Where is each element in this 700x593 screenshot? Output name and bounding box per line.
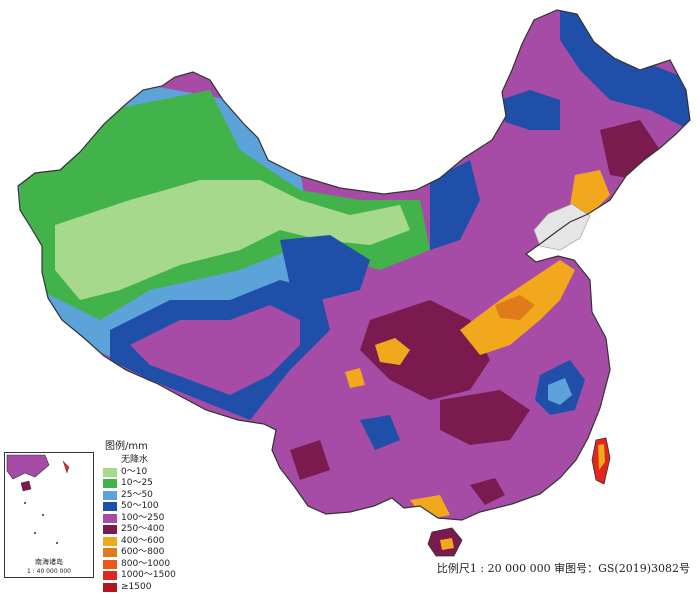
legend-row: ≥1500: [103, 582, 193, 593]
legend-label: 50～100: [121, 501, 159, 511]
legend-row: 无降水: [103, 455, 193, 466]
legend-label: 100～250: [121, 512, 165, 523]
legend-rows: 无降水 0～10 10～25 25～50 50～100 100～250 250～400 400…: [103, 455, 193, 593]
scale-text: 比例尺1 : 20 000 000: [436, 562, 551, 575]
legend-swatch: [103, 582, 117, 592]
legend-label: ≥1500: [121, 581, 152, 592]
legend-swatch: [103, 479, 117, 488]
legend-row: 800～1000: [103, 559, 193, 570]
legend-row: 250～400: [103, 524, 193, 535]
legend-row: 100～250: [103, 513, 193, 524]
legend-row: 400～600: [103, 536, 193, 547]
legend-label: 1000～1500: [121, 570, 176, 580]
legend-swatch: [103, 548, 117, 557]
legend-row: 10～25: [103, 478, 193, 489]
inset-scale: 1 : 40 000 000: [26, 568, 71, 575]
legend-label: 25～50: [121, 489, 153, 500]
legend-swatch: [103, 559, 117, 569]
legend-row: 1000～1500: [103, 570, 193, 581]
legend: 图例/mm 无降水 0～10 10～25 25～50 50～100 100～250 250～…: [103, 442, 193, 593]
legend-row: 50～100: [103, 501, 193, 512]
legend-label: 10～25: [121, 478, 153, 488]
legend-label: 250～400: [121, 524, 165, 534]
china-border: [17, 9, 691, 521]
legend-label: 0～10: [121, 466, 148, 477]
legend-swatch: [103, 467, 117, 477]
legend-label: 600～800: [121, 547, 165, 557]
review-number: 审图号：GS(2019)3082号: [554, 562, 690, 575]
inset-map: [6, 454, 70, 544]
inset-title: 南海诸岛: [35, 558, 63, 566]
legend-label: 800～1000: [121, 558, 171, 569]
legend-row: 600～800: [103, 547, 193, 558]
legend-row: 25～50: [103, 490, 193, 501]
legend-row: 0～10: [103, 467, 193, 478]
legend-title: 图例/mm: [105, 441, 148, 452]
legend-swatch: [103, 571, 117, 580]
legend-swatch: [103, 456, 117, 465]
south-china-sea-inset: 南海诸岛 1 : 40 000 000: [4, 452, 94, 578]
legend-label: 无降水: [121, 455, 149, 465]
legend-swatch: [103, 536, 117, 546]
legend-swatch: [103, 490, 117, 500]
legend-swatch: [103, 525, 117, 534]
legend-label: 400～600: [121, 535, 165, 546]
legend-swatch: [103, 513, 117, 523]
legend-swatch: [103, 502, 117, 511]
map-footer: 比例尺1 : 20 000 000 审图号：GS(2019)3082号: [437, 560, 690, 576]
